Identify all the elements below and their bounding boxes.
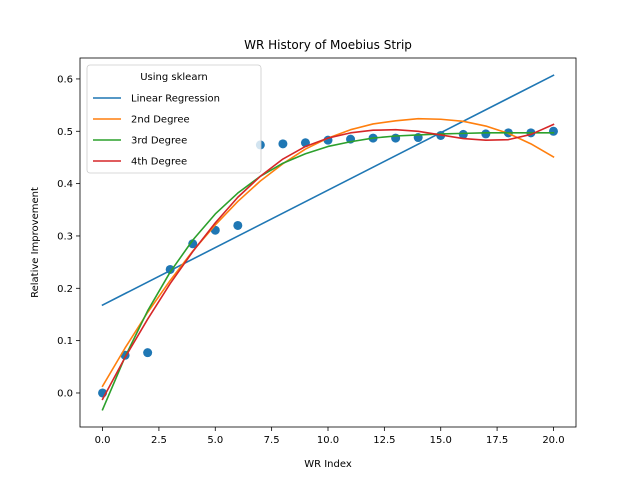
legend-entries: Linear Regression 2nd Degree 3rd Degree 4th… xyxy=(93,94,220,168)
y-tick-label: 0.1 xyxy=(57,336,73,347)
x-tick-label: 2.5 xyxy=(151,435,167,446)
legend-label: 3rd Degree xyxy=(131,136,187,147)
y-tick-label: 0.6 xyxy=(57,74,73,85)
legend-label: 4th Degree xyxy=(131,157,187,168)
x-tick-label: 10.0 xyxy=(317,435,339,446)
data-point xyxy=(548,126,558,136)
legend-label: 2nd Degree xyxy=(131,115,190,126)
series-line-3rd-degree xyxy=(101,132,555,411)
data-point xyxy=(278,139,288,149)
plot-area xyxy=(98,74,558,411)
data-point xyxy=(481,129,491,139)
y-tick-label: 0.3 xyxy=(57,231,73,242)
legend-box xyxy=(86,64,262,174)
x-tick-label: 20.0 xyxy=(542,435,564,446)
data-point xyxy=(391,133,401,143)
data-point xyxy=(188,239,198,249)
x-tick-label: 0.0 xyxy=(95,435,111,446)
x-axis-label: WR Index xyxy=(304,459,352,470)
data-point xyxy=(143,348,153,358)
legend-label: Linear Regression xyxy=(131,94,220,105)
y-tick-label: 0.5 xyxy=(57,127,73,138)
x-tick-label: 7.5 xyxy=(264,435,280,446)
y-axis-label: Relative Improvement xyxy=(30,187,41,298)
y-tick-label: 0.2 xyxy=(57,284,73,295)
y-axis: 0.0 0.1 0.2 0.3 0.4 0.5 0.6 xyxy=(57,74,80,399)
x-axis: 0.0 2.5 5.0 7.5 10.0 12.5 15.0 17.5 20.0 xyxy=(95,427,565,446)
y-tick-label: 0.0 xyxy=(57,388,73,399)
y-tick-label: 0.4 xyxy=(57,179,73,190)
data-point xyxy=(233,220,243,230)
x-tick-label: 15.0 xyxy=(430,435,452,446)
series-line-linear-regression xyxy=(101,74,555,307)
x-tick-label: 12.5 xyxy=(373,435,395,446)
x-tick-label: 5.0 xyxy=(207,435,223,446)
legend: Using sklearn Linear Regression 2nd Degre… xyxy=(86,64,262,174)
x-tick-label: 17.5 xyxy=(486,435,508,446)
data-point xyxy=(458,129,468,139)
legend-title: Using sklearn xyxy=(140,72,208,83)
chart-title: WR History of Moebius Strip xyxy=(244,38,412,52)
series-line-4th-degree xyxy=(101,123,555,401)
